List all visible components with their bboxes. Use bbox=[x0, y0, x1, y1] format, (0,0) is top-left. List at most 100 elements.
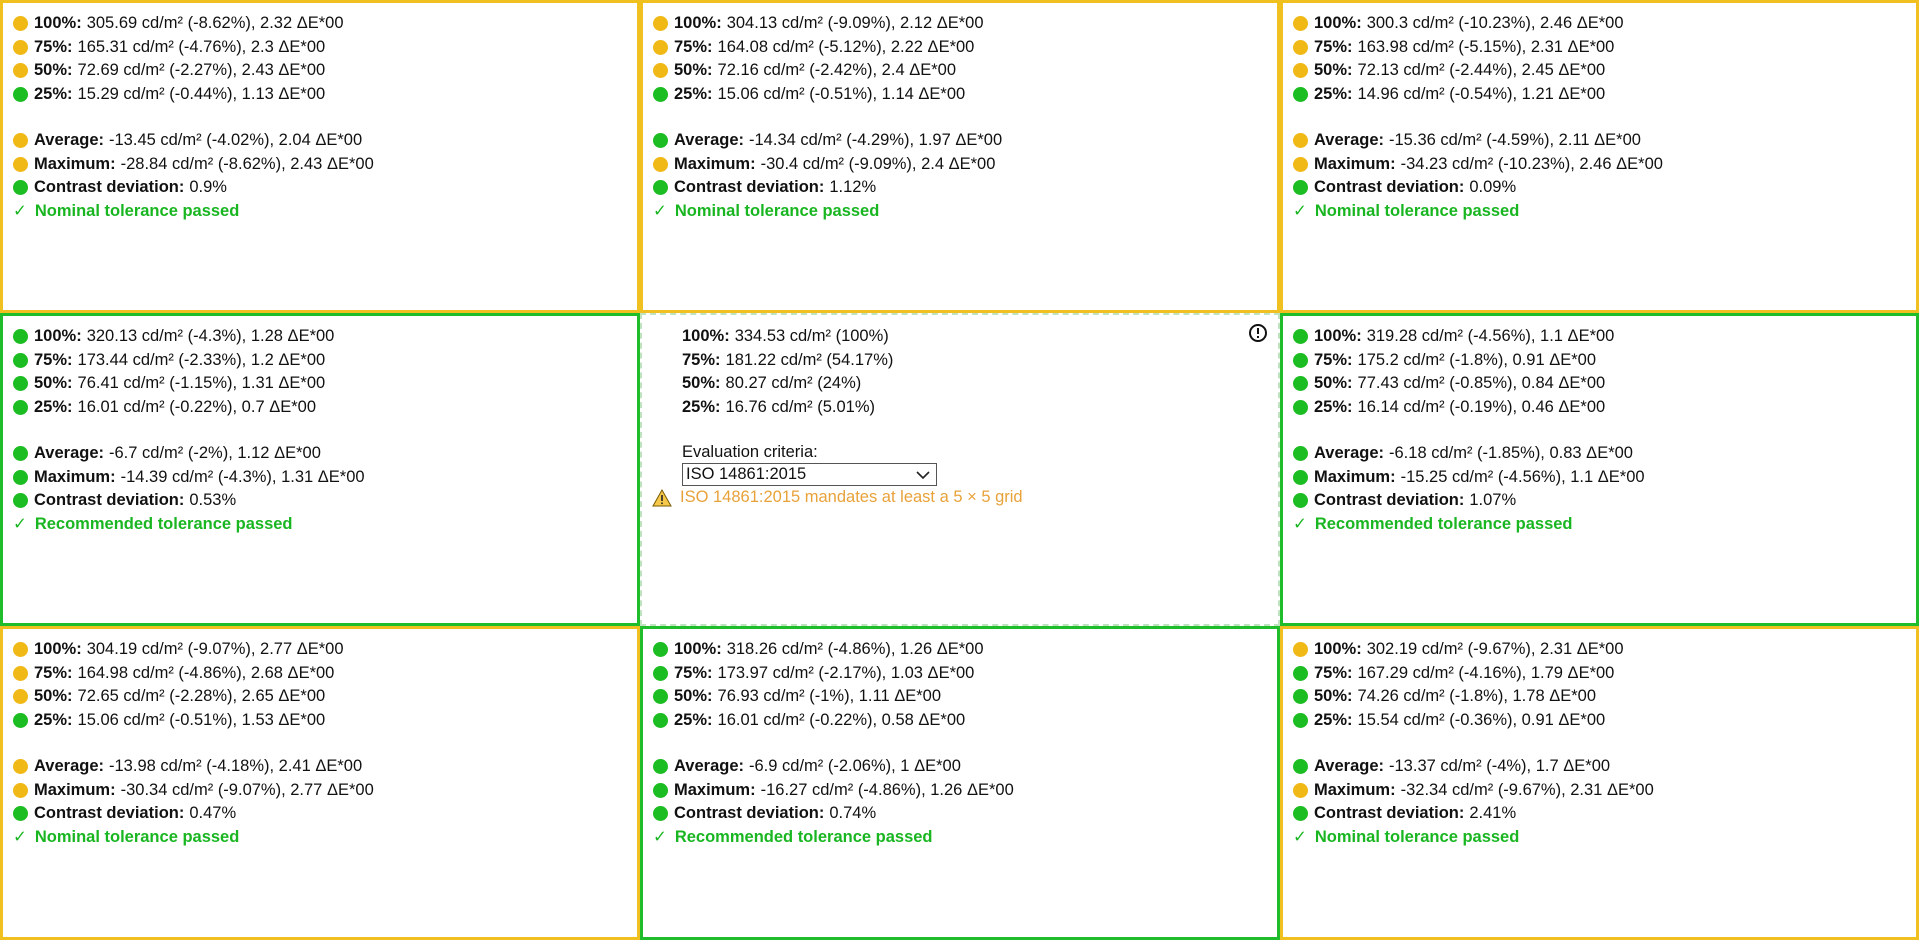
status-dot-icon bbox=[13, 493, 28, 509]
level-row-50: 50%: 76.93 cd/m² (-1%), 1.11 ΔE*00 bbox=[653, 685, 1277, 709]
row-key: 100%: bbox=[1314, 327, 1362, 346]
row-key: Maximum: bbox=[34, 780, 116, 799]
row-value: -28.84 cd/m² (-8.62%), 2.43 ΔE*00 bbox=[120, 154, 374, 173]
row-key: 75%: bbox=[34, 37, 73, 56]
status-dot-icon bbox=[13, 759, 28, 775]
status-dot-icon bbox=[1293, 376, 1308, 392]
row-key: 50%: bbox=[1314, 374, 1353, 393]
row-value: 16.01 cd/m² (-0.22%), 0.58 ΔE*00 bbox=[717, 710, 966, 729]
uniformity-cell: 100%: 305.69 cd/m² (-8.62%), 2.32 ΔE*00 75… bbox=[0, 0, 640, 313]
row-value: 181.22 cd/m² (54.17%) bbox=[725, 350, 894, 369]
check-icon: ✓ bbox=[653, 828, 667, 847]
row-key: 75%: bbox=[682, 350, 721, 369]
row-key: Maximum: bbox=[1314, 780, 1396, 799]
row-value: 0.74% bbox=[829, 804, 877, 823]
level-row-50: 50%: 74.26 cd/m² (-1.8%), 1.78 ΔE*00 bbox=[1293, 685, 1916, 709]
row-value: 0.09% bbox=[1469, 178, 1517, 197]
row-key: 25%: bbox=[34, 710, 73, 729]
maximum-row: Maximum: -28.84 cd/m² (-8.62%), 2.43 ΔE*0… bbox=[13, 153, 637, 177]
maximum-row: Maximum: -30.4 cd/m² (-9.09%), 2.4 ΔE*00 bbox=[653, 153, 1277, 177]
status-dot-icon bbox=[653, 86, 668, 102]
status-dot-icon bbox=[1293, 689, 1308, 705]
row-value: -34.23 cd/m² (-10.23%), 2.46 ΔE*00 bbox=[1400, 154, 1663, 173]
status-dot-icon bbox=[13, 782, 28, 798]
level-row-25: 25%: 15.06 cd/m² (-0.51%), 1.14 ΔE*00 bbox=[653, 83, 1277, 107]
status-dot-icon bbox=[653, 806, 668, 822]
row-value: -13.37 cd/m² (-4%), 1.7 ΔE*00 bbox=[1389, 757, 1611, 776]
row-value: -14.34 cd/m² (-4.29%), 1.97 ΔE*00 bbox=[749, 131, 1003, 150]
reference-row-50: 50%: 80.27 cd/m² (24%) bbox=[682, 372, 1278, 396]
maximum-row: Maximum: -34.23 cd/m² (-10.23%), 2.46 ΔE*… bbox=[1293, 153, 1916, 177]
level-row-100: 100%: 319.28 cd/m² (-4.56%), 1.1 ΔE*00 bbox=[1293, 325, 1916, 349]
level-row-50: 50%: 72.16 cd/m² (-2.42%), 2.4 ΔE*00 bbox=[653, 59, 1277, 83]
row-value: -30.34 cd/m² (-9.07%), 2.77 ΔE*00 bbox=[120, 780, 374, 799]
row-value: 72.65 cd/m² (-2.28%), 2.65 ΔE*00 bbox=[77, 687, 326, 706]
row-key: 50%: bbox=[674, 687, 713, 706]
evaluation-criteria-select[interactable]: ISO 14861:2015 bbox=[682, 463, 937, 486]
tolerance-result-text: Recommended tolerance passed bbox=[1314, 514, 1573, 533]
row-key: Maximum: bbox=[674, 780, 756, 799]
tolerance-result: ✓ Recommended tolerance passed bbox=[13, 513, 637, 537]
uniformity-cell: 100%: 318.26 cd/m² (-4.86%), 1.26 ΔE*00 75… bbox=[640, 626, 1280, 940]
status-dot-icon bbox=[653, 759, 668, 775]
row-key: 100%: bbox=[674, 14, 722, 33]
status-dot-icon bbox=[653, 689, 668, 705]
status-dot-icon bbox=[1293, 86, 1308, 102]
level-row-100: 100%: 302.19 cd/m² (-9.67%), 2.31 ΔE*00 bbox=[1293, 638, 1916, 662]
spacer bbox=[13, 419, 637, 442]
status-dot-icon bbox=[13, 806, 28, 822]
row-key: Average: bbox=[1314, 757, 1385, 776]
status-dot-icon bbox=[653, 180, 668, 196]
row-value: -30.4 cd/m² (-9.09%), 2.4 ΔE*00 bbox=[760, 154, 996, 173]
status-dot-icon bbox=[13, 180, 28, 196]
status-dot-icon bbox=[1293, 156, 1308, 172]
level-row-100: 100%: 304.13 cd/m² (-9.09%), 2.12 ΔE*00 bbox=[653, 12, 1277, 36]
level-row-100: 100%: 305.69 cd/m² (-8.62%), 2.32 ΔE*00 bbox=[13, 12, 637, 36]
row-value: 173.44 cd/m² (-2.33%), 1.2 ΔE*00 bbox=[77, 350, 326, 369]
row-key: 100%: bbox=[34, 640, 82, 659]
row-key: Average: bbox=[1314, 444, 1385, 463]
spacer bbox=[1293, 106, 1916, 129]
row-value: 305.69 cd/m² (-8.62%), 2.32 ΔE*00 bbox=[86, 14, 344, 33]
status-dot-icon bbox=[13, 712, 28, 728]
row-value: 72.16 cd/m² (-2.42%), 2.4 ΔE*00 bbox=[717, 61, 956, 80]
row-key: 25%: bbox=[674, 710, 713, 729]
reference-row-25: 25%: 16.76 cd/m² (5.01%) bbox=[682, 396, 1278, 420]
row-key: Maximum: bbox=[34, 467, 116, 486]
status-dot-icon bbox=[1293, 16, 1308, 32]
status-dot-icon bbox=[1293, 469, 1308, 485]
average-row: Average: -6.7 cd/m² (-2%), 1.12 ΔE*00 bbox=[13, 442, 637, 466]
check-icon: ✓ bbox=[1293, 515, 1307, 534]
row-key: Average: bbox=[674, 131, 745, 150]
info-icon[interactable] bbox=[1248, 323, 1268, 343]
evaluation-criteria-label: Evaluation criteria: bbox=[682, 442, 818, 461]
row-key: Contrast deviation: bbox=[674, 804, 825, 823]
level-row-100: 100%: 304.19 cd/m² (-9.07%), 2.77 ΔE*00 bbox=[13, 638, 637, 662]
maximum-row: Maximum: -32.34 cd/m² (-9.67%), 2.31 ΔE*0… bbox=[1293, 779, 1916, 803]
tolerance-result: ✓ Recommended tolerance passed bbox=[653, 826, 1277, 850]
row-value: 320.13 cd/m² (-4.3%), 1.28 ΔE*00 bbox=[86, 327, 335, 346]
row-key: 50%: bbox=[1314, 687, 1353, 706]
spacer bbox=[13, 732, 637, 755]
row-value: 80.27 cd/m² (24%) bbox=[725, 374, 862, 393]
row-key: Average: bbox=[674, 757, 745, 776]
check-icon: ✓ bbox=[653, 202, 667, 221]
contrast-deviation-row: Contrast deviation: 0.9% bbox=[13, 176, 637, 200]
tolerance-result-text: Nominal tolerance passed bbox=[674, 201, 880, 220]
maximum-row: Maximum: -15.25 cd/m² (-4.56%), 1.1 ΔE*00 bbox=[1293, 466, 1916, 490]
average-row: Average: -6.18 cd/m² (-1.85%), 0.83 ΔE*00 bbox=[1293, 442, 1916, 466]
status-dot-icon bbox=[653, 665, 668, 681]
average-row: Average: -13.45 cd/m² (-4.02%), 2.04 ΔE*0… bbox=[13, 129, 637, 153]
row-value: 2.41% bbox=[1469, 804, 1517, 823]
row-key: 25%: bbox=[34, 84, 73, 103]
row-key: 75%: bbox=[1314, 37, 1353, 56]
level-row-75: 75%: 163.98 cd/m² (-5.15%), 2.31 ΔE*00 bbox=[1293, 36, 1916, 60]
average-row: Average: -14.34 cd/m² (-4.29%), 1.97 ΔE*0… bbox=[653, 129, 1277, 153]
row-value: 1.07% bbox=[1469, 491, 1517, 510]
status-dot-icon bbox=[1293, 39, 1308, 55]
spacer bbox=[653, 106, 1277, 129]
row-value: 0.47% bbox=[189, 804, 237, 823]
row-value: 304.19 cd/m² (-9.07%), 2.77 ΔE*00 bbox=[86, 640, 344, 659]
level-row-50: 50%: 72.69 cd/m² (-2.27%), 2.43 ΔE*00 bbox=[13, 59, 637, 83]
